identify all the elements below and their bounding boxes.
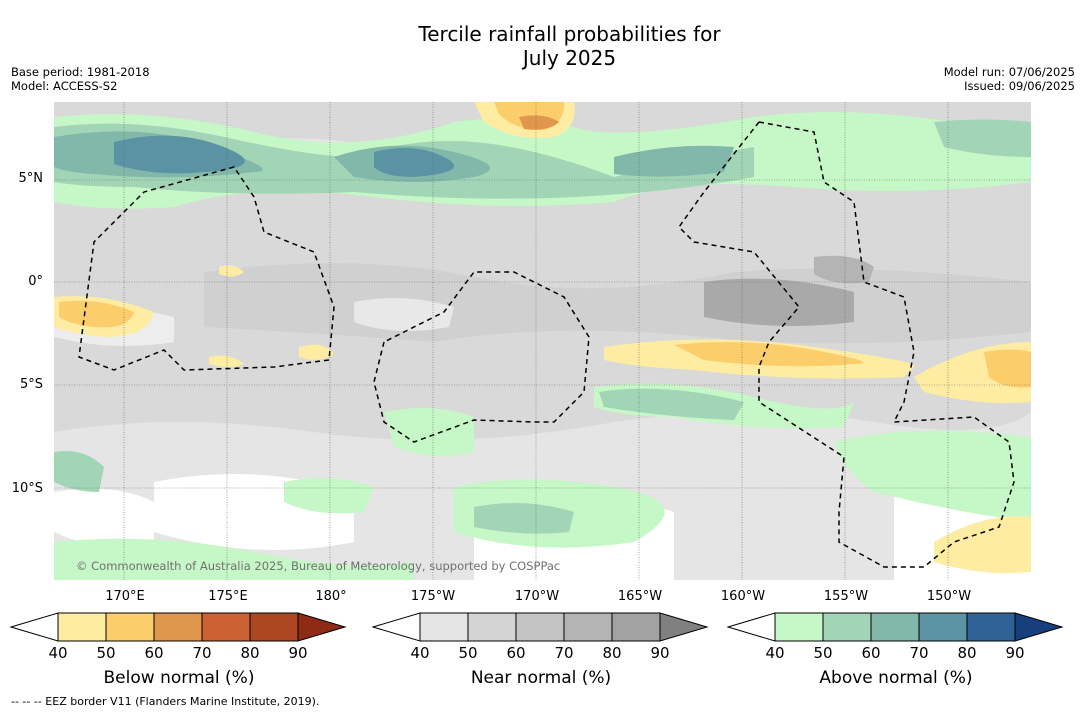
colorbar-tick-label: 90 <box>1005 644 1025 662</box>
above-normal-areas <box>54 112 1031 580</box>
probability-map <box>54 102 1031 580</box>
colorbar-segment <box>774 612 824 642</box>
model-info: Base period: 1981-2018 Model: ACCESS-S2 <box>11 65 150 93</box>
colorbar-tick-label: 40 <box>48 644 68 662</box>
colorbar-segment <box>153 612 203 642</box>
title-line-2: July 2025 <box>522 46 617 70</box>
colorbar-min-extension <box>372 612 421 642</box>
lon-label-170w: 170°W <box>514 589 560 604</box>
run-info: Model run: 07/06/2025 Issued: 09/06/2025 <box>943 65 1075 93</box>
colorbar-segment <box>966 612 1016 642</box>
colorbar-tick-label: 70 <box>192 644 212 662</box>
issued-date: Issued: 09/06/2025 <box>964 78 1075 93</box>
lat-label-10s: 10°S <box>11 481 43 496</box>
model-name: Model: ACCESS-S2 <box>11 78 118 93</box>
eez-footnote: -- -- -- EEZ border V11 (Flanders Marine… <box>11 695 320 708</box>
colorbar-segment <box>918 612 968 642</box>
colorbar-min-extension <box>10 612 59 642</box>
colorbar-title-below: Below normal (%) <box>103 668 255 688</box>
colorbar-tick-label: 60 <box>506 644 526 662</box>
colorbar-segment <box>467 612 517 642</box>
colorbar-tick-label: 80 <box>602 644 622 662</box>
below-normal-areas <box>54 102 1031 574</box>
colorbar-tick-label: 80 <box>240 644 260 662</box>
colorbar-title-near: Near normal (%) <box>470 668 612 688</box>
colorbar-segment <box>563 612 613 642</box>
colorbar-tick-label: 40 <box>410 644 430 662</box>
colorbar-segment <box>611 612 661 642</box>
lon-label-175w: 175°W <box>410 589 456 604</box>
colorbar-segment <box>515 612 565 642</box>
colorbar-max-extension <box>297 612 347 642</box>
colorbar-segment <box>57 612 107 642</box>
colorbar-tick-label: 90 <box>288 644 308 662</box>
colorbar-segment <box>201 612 251 642</box>
colorbar-tick-label: 60 <box>861 644 881 662</box>
colorbar-near-normal <box>372 612 709 642</box>
colorbar-tick-label: 50 <box>96 644 116 662</box>
eez-borders <box>78 121 1015 568</box>
colorbar-segment <box>870 612 920 642</box>
copyright-notice: © Commonwealth of Australia 2025, Bureau… <box>76 559 561 573</box>
colorbar-segment <box>419 612 469 642</box>
colorbar-tick-label: 50 <box>813 644 833 662</box>
colorbar-max-extension <box>1014 612 1064 642</box>
lon-label-165w: 165°W <box>617 589 663 604</box>
colorbar-tick-label: 60 <box>144 644 164 662</box>
colorbar-tick-label: 40 <box>765 644 785 662</box>
colorbar-segment <box>249 612 299 642</box>
map-title: Tercile rainfall probabilities for July … <box>0 22 1085 70</box>
lat-label-5n: 5°N <box>18 171 44 186</box>
lon-label-180: 180° <box>315 589 347 604</box>
colorbar-tick-label: 70 <box>909 644 929 662</box>
base-period: Base period: 1981-2018 <box>11 65 150 79</box>
lat-label-5s: 5°S <box>19 377 43 392</box>
colorbar-above-normal <box>727 612 1064 642</box>
colorbar-title-above: Above normal (%) <box>819 668 973 688</box>
colorbar-min-extension <box>727 612 776 642</box>
lon-label-175e: 175°E <box>208 589 248 604</box>
lon-label-160w: 160°W <box>720 589 766 604</box>
lat-label-0: 0° <box>28 274 43 289</box>
colorbar-tick-label: 70 <box>554 644 574 662</box>
colorbar-segment <box>822 612 872 642</box>
colorbar-max-extension <box>659 612 709 642</box>
colorbar-below-normal <box>10 612 347 642</box>
colorbar-tick-label: 80 <box>957 644 977 662</box>
colorbar-segment <box>105 612 155 642</box>
colorbar-tick-label: 50 <box>458 644 478 662</box>
colorbar-tick-label: 90 <box>650 644 670 662</box>
title-line-1: Tercile rainfall probabilities for <box>418 22 721 46</box>
gridlines <box>54 102 1031 580</box>
lon-label-170e: 170°E <box>105 589 145 604</box>
lon-label-150w: 150°W <box>926 589 972 604</box>
model-run: Model run: 07/06/2025 <box>943 65 1075 79</box>
lon-label-155w: 155°W <box>823 589 869 604</box>
